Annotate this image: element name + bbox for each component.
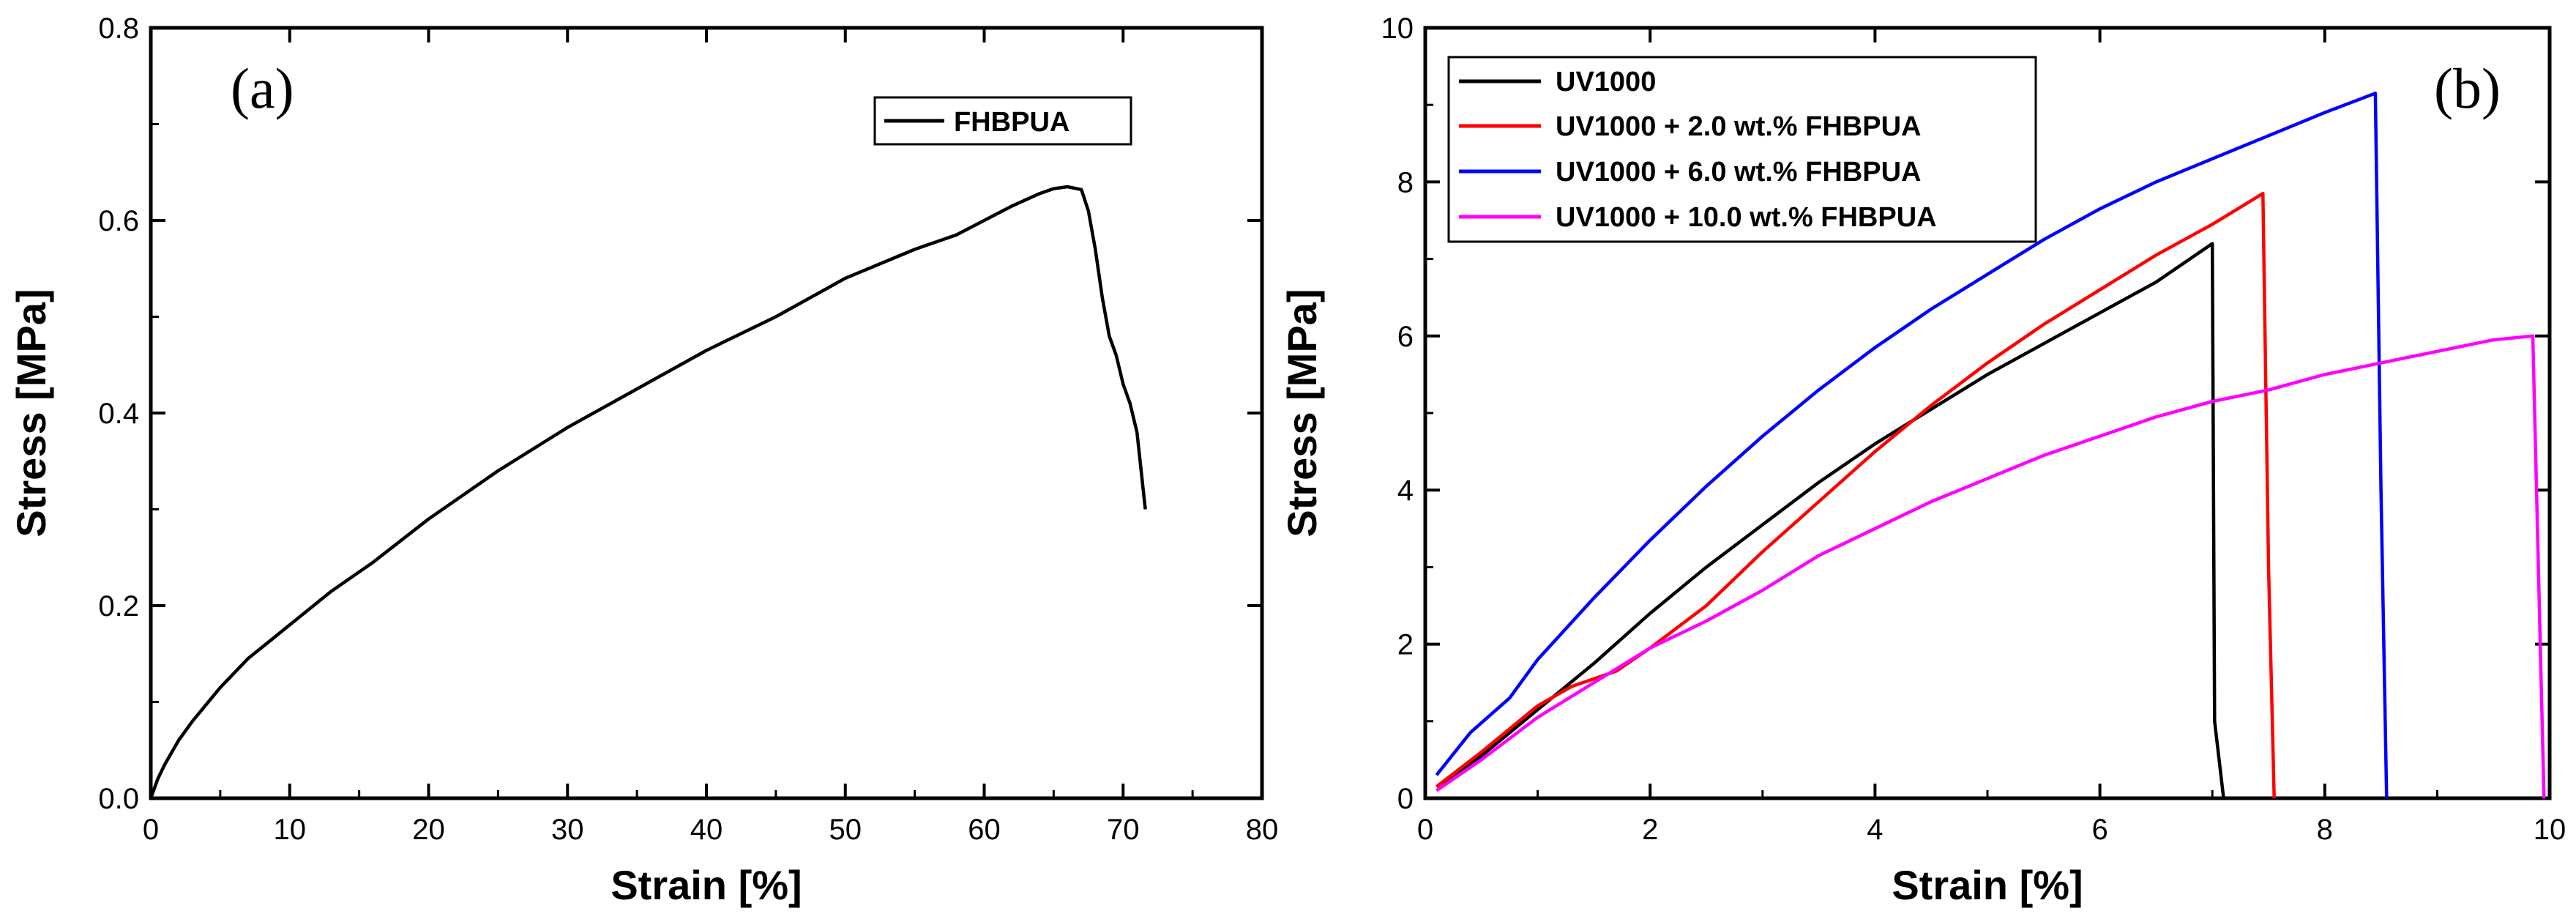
y-axis-title-b: Stress [MPa] [1279, 289, 1325, 537]
legend-label-uv1000: UV1000 [1556, 67, 1656, 97]
x-tick-label-b-4: 8 [2317, 814, 2333, 846]
y-tick-label-a-0: 0.0 [98, 783, 139, 815]
y-tick-label-b-5: 10 [1381, 12, 1414, 45]
y-tick-label-a-4: 0.8 [98, 12, 139, 45]
x-tick-label-b-1: 2 [1642, 814, 1658, 846]
legend-a: FHBPUA [873, 96, 1132, 146]
legend-label-uv1000-2wt: UV1000 + 2.0 wt.% FHBPUA [1556, 111, 1921, 142]
x-tick-label-b-3: 6 [2091, 814, 2108, 846]
series-line-b-uv1000-6-0-wt-fhbpua [1435, 92, 2389, 799]
legend-box-b [1447, 56, 2037, 243]
series-line-b-uv1000-10-0-wt-fhbpua [1436, 334, 2546, 799]
series-line-a-fhbpua [149, 185, 1147, 799]
y-tick-label-a-3: 0.6 [98, 205, 139, 237]
x-axis-title-a: Strain [%] [611, 862, 802, 908]
y-tick-label-b-0: 0 [1397, 783, 1414, 815]
x-tick-label-a-5: 50 [829, 814, 862, 846]
y-tick-label-b-4: 8 [1397, 166, 1414, 198]
panel-label-b: (b) [2434, 56, 2501, 120]
series-layer-b [1435, 92, 2546, 799]
x-tick-label-a-8: 80 [1246, 814, 1279, 846]
legend-label-uv1000-10wt: UV1000 + 10.0 wt.% FHBPUA [1556, 202, 1937, 233]
series-line-b-uv1000-2-0-wt-fhbpua [1436, 191, 2276, 799]
y-tick-label-a-1: 0.2 [98, 590, 139, 622]
panel-b: (b) Strain [%] Stress [MPa] 0 2 4 6 8 10 0 2 4 6 8… [1279, 12, 2566, 908]
ticks-a: 0 10 20 30 40 50 60 70 80 0.0 0.2 0.4 0.6 0.8 [98, 12, 1278, 846]
legend-label-uv1000-6wt: UV1000 + 6.0 wt.% FHBPUA [1556, 157, 1921, 187]
x-tick-label-a-4: 40 [690, 814, 723, 846]
legend-label-fhbpua: FHBPUA [954, 107, 1069, 138]
x-tick-label-a-0: 0 [143, 814, 159, 846]
panel-label-a: (a) [231, 56, 294, 120]
y-tick-label-b-3: 6 [1397, 321, 1414, 353]
y-tick-label-b-1: 2 [1397, 629, 1414, 661]
x-tick-label-b-5: 10 [2534, 814, 2566, 846]
x-tick-label-a-2: 20 [412, 814, 445, 846]
x-tick-label-b-2: 4 [1867, 814, 1883, 846]
x-tick-label-b-0: 0 [1417, 814, 1433, 846]
x-tick-label-a-1: 10 [274, 814, 307, 846]
y-axis-title-a: Stress [MPa] [8, 289, 54, 537]
series-layer-a [149, 185, 1147, 799]
legend-b: UV1000 UV1000 + 2.0 wt.% FHBPUA UV1000 +… [1447, 56, 2037, 243]
ticks-b: 0 2 4 6 8 10 0 2 4 6 8 10 [1381, 12, 2566, 846]
x-tick-label-a-3: 30 [551, 814, 584, 846]
x-tick-label-a-7: 70 [1107, 814, 1140, 846]
y-tick-label-b-2: 4 [1397, 475, 1414, 507]
series-line-b-uv1000 [1436, 242, 2225, 799]
x-tick-label-a-6: 60 [968, 814, 1001, 846]
y-tick-label-a-2: 0.4 [98, 398, 139, 430]
x-axis-title-b: Strain [%] [1892, 862, 2083, 908]
panel-a: (a) Strain [%] Stress [MPa] 0 10 20 30 40 50 6… [8, 12, 1278, 908]
